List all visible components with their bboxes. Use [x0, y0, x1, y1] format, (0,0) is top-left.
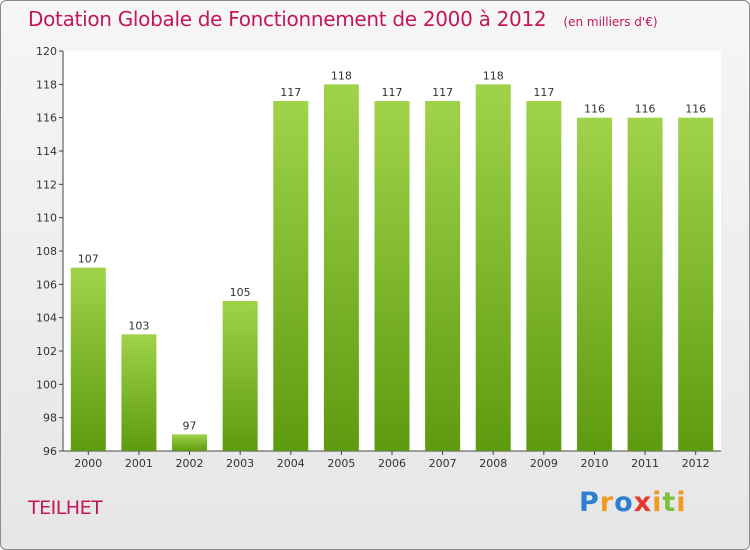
bar [678, 117, 714, 452]
bar [222, 301, 258, 451]
proxiti-logo: Proxiti [579, 487, 687, 518]
x-tick-label: 2008 [479, 457, 507, 470]
x-tick-label: 2000 [74, 457, 102, 470]
bar-value-label: 116 [685, 103, 706, 116]
x-tick-label: 2005 [327, 457, 355, 470]
bar-value-label: 97 [183, 419, 197, 432]
x-tick-label: 2007 [429, 457, 457, 470]
bar-value-label: 103 [128, 319, 149, 332]
x-tick-label: 2001 [125, 457, 153, 470]
y-tick-label: 118 [36, 78, 57, 91]
bar-value-label: 117 [432, 86, 453, 99]
bar-value-label: 118 [331, 69, 352, 82]
bar-value-label: 116 [584, 103, 605, 116]
chart-subtitle: (en milliers d'€) [563, 15, 658, 29]
x-tick-label: 2003 [226, 457, 254, 470]
x-tick-label: 2009 [530, 457, 558, 470]
bar-value-label: 117 [533, 86, 554, 99]
x-tick-label: 2002 [176, 457, 204, 470]
commune-name: TEILHET [28, 497, 103, 519]
y-tick-label: 104 [36, 312, 57, 325]
bar [323, 84, 359, 451]
y-tick-label: 100 [36, 378, 57, 391]
x-tick-label: 2006 [378, 457, 406, 470]
bar [273, 101, 309, 451]
bar [526, 101, 562, 451]
bar [475, 84, 511, 451]
bar-value-label: 117 [382, 86, 403, 99]
bar [121, 334, 157, 451]
bar-value-label: 118 [483, 69, 504, 82]
y-tick-label: 106 [36, 278, 57, 291]
bar-value-label: 117 [280, 86, 301, 99]
y-tick-label: 110 [36, 212, 57, 225]
y-tick-label: 112 [36, 178, 57, 191]
y-tick-label: 96 [43, 445, 57, 458]
title-row: Dotation Globale de Fonctionnement de 20… [28, 7, 658, 31]
x-tick-label: 2004 [277, 457, 305, 470]
bar [172, 434, 208, 451]
x-tick-label: 2010 [580, 457, 608, 470]
x-tick-label: 2012 [682, 457, 710, 470]
y-tick-label: 98 [43, 412, 57, 425]
x-tick-label: 2011 [631, 457, 659, 470]
bar [70, 267, 106, 451]
bar [576, 117, 612, 452]
bar [627, 117, 663, 452]
bar-value-label: 105 [230, 286, 251, 299]
bar [374, 101, 410, 451]
y-tick-label: 116 [36, 112, 57, 125]
y-tick-label: 120 [36, 45, 57, 58]
bar-value-label: 107 [78, 253, 99, 266]
bar [425, 101, 461, 451]
chart-title: Dotation Globale de Fonctionnement de 20… [28, 7, 547, 31]
y-tick-label: 108 [36, 245, 57, 258]
y-tick-label: 102 [36, 345, 57, 358]
y-tick-label: 114 [36, 145, 57, 158]
bar-value-label: 116 [635, 103, 656, 116]
